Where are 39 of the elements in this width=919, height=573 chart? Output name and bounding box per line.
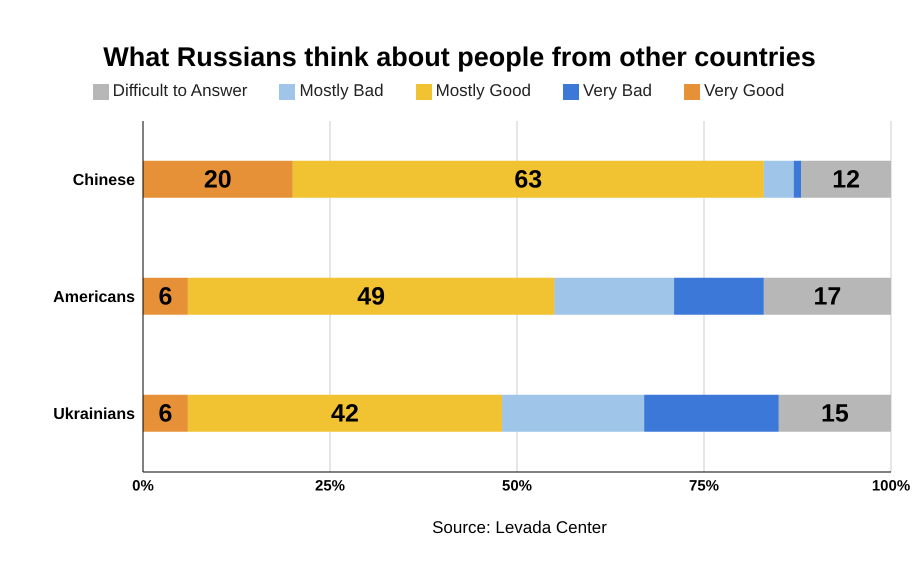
bar (188, 278, 554, 315)
bar (778, 394, 891, 432)
legend-label: Mostly Good (436, 81, 531, 100)
y-tick-label: Chinese (72, 172, 136, 190)
source-note: Source: Levada Center (431, 518, 608, 538)
data-label: 6 (158, 282, 172, 310)
bar (674, 278, 764, 315)
data-label: 12 (832, 165, 860, 194)
y-tick-label: Americans (53, 289, 136, 306)
data-label: 6 (158, 399, 172, 428)
bar (143, 394, 188, 432)
bar (502, 394, 644, 432)
bar (143, 278, 188, 315)
x-tick-label: 100% (872, 478, 910, 495)
data-label: 63 (514, 165, 542, 194)
x-tick-label: 75% (688, 478, 720, 495)
data-label: 17 (814, 282, 842, 310)
data-label: 49 (357, 282, 386, 310)
bar (188, 394, 502, 432)
chart-title: What Russians think about people from other countries (102, 41, 817, 73)
x-tick-label: 0% (132, 478, 154, 495)
bar (801, 160, 891, 198)
bar (143, 160, 293, 198)
data-label: 42 (331, 399, 359, 428)
data-label: 20 (204, 165, 232, 194)
y-tick-label: Ukrainians (53, 406, 136, 424)
legend-label: Very Good (704, 81, 784, 100)
legend-label: Mostly Bad (299, 81, 384, 100)
x-tick-label: 25% (314, 478, 346, 495)
bar (764, 278, 891, 315)
bar (644, 394, 779, 432)
bar (554, 278, 674, 315)
x-tick-label: 50% (502, 478, 532, 495)
bar (794, 160, 802, 198)
legend-label: Very Bad (583, 81, 652, 100)
data-label: 15 (820, 399, 849, 428)
legend-label: Difficult to Answer (112, 81, 248, 100)
bar (292, 160, 764, 198)
bar (764, 160, 794, 198)
